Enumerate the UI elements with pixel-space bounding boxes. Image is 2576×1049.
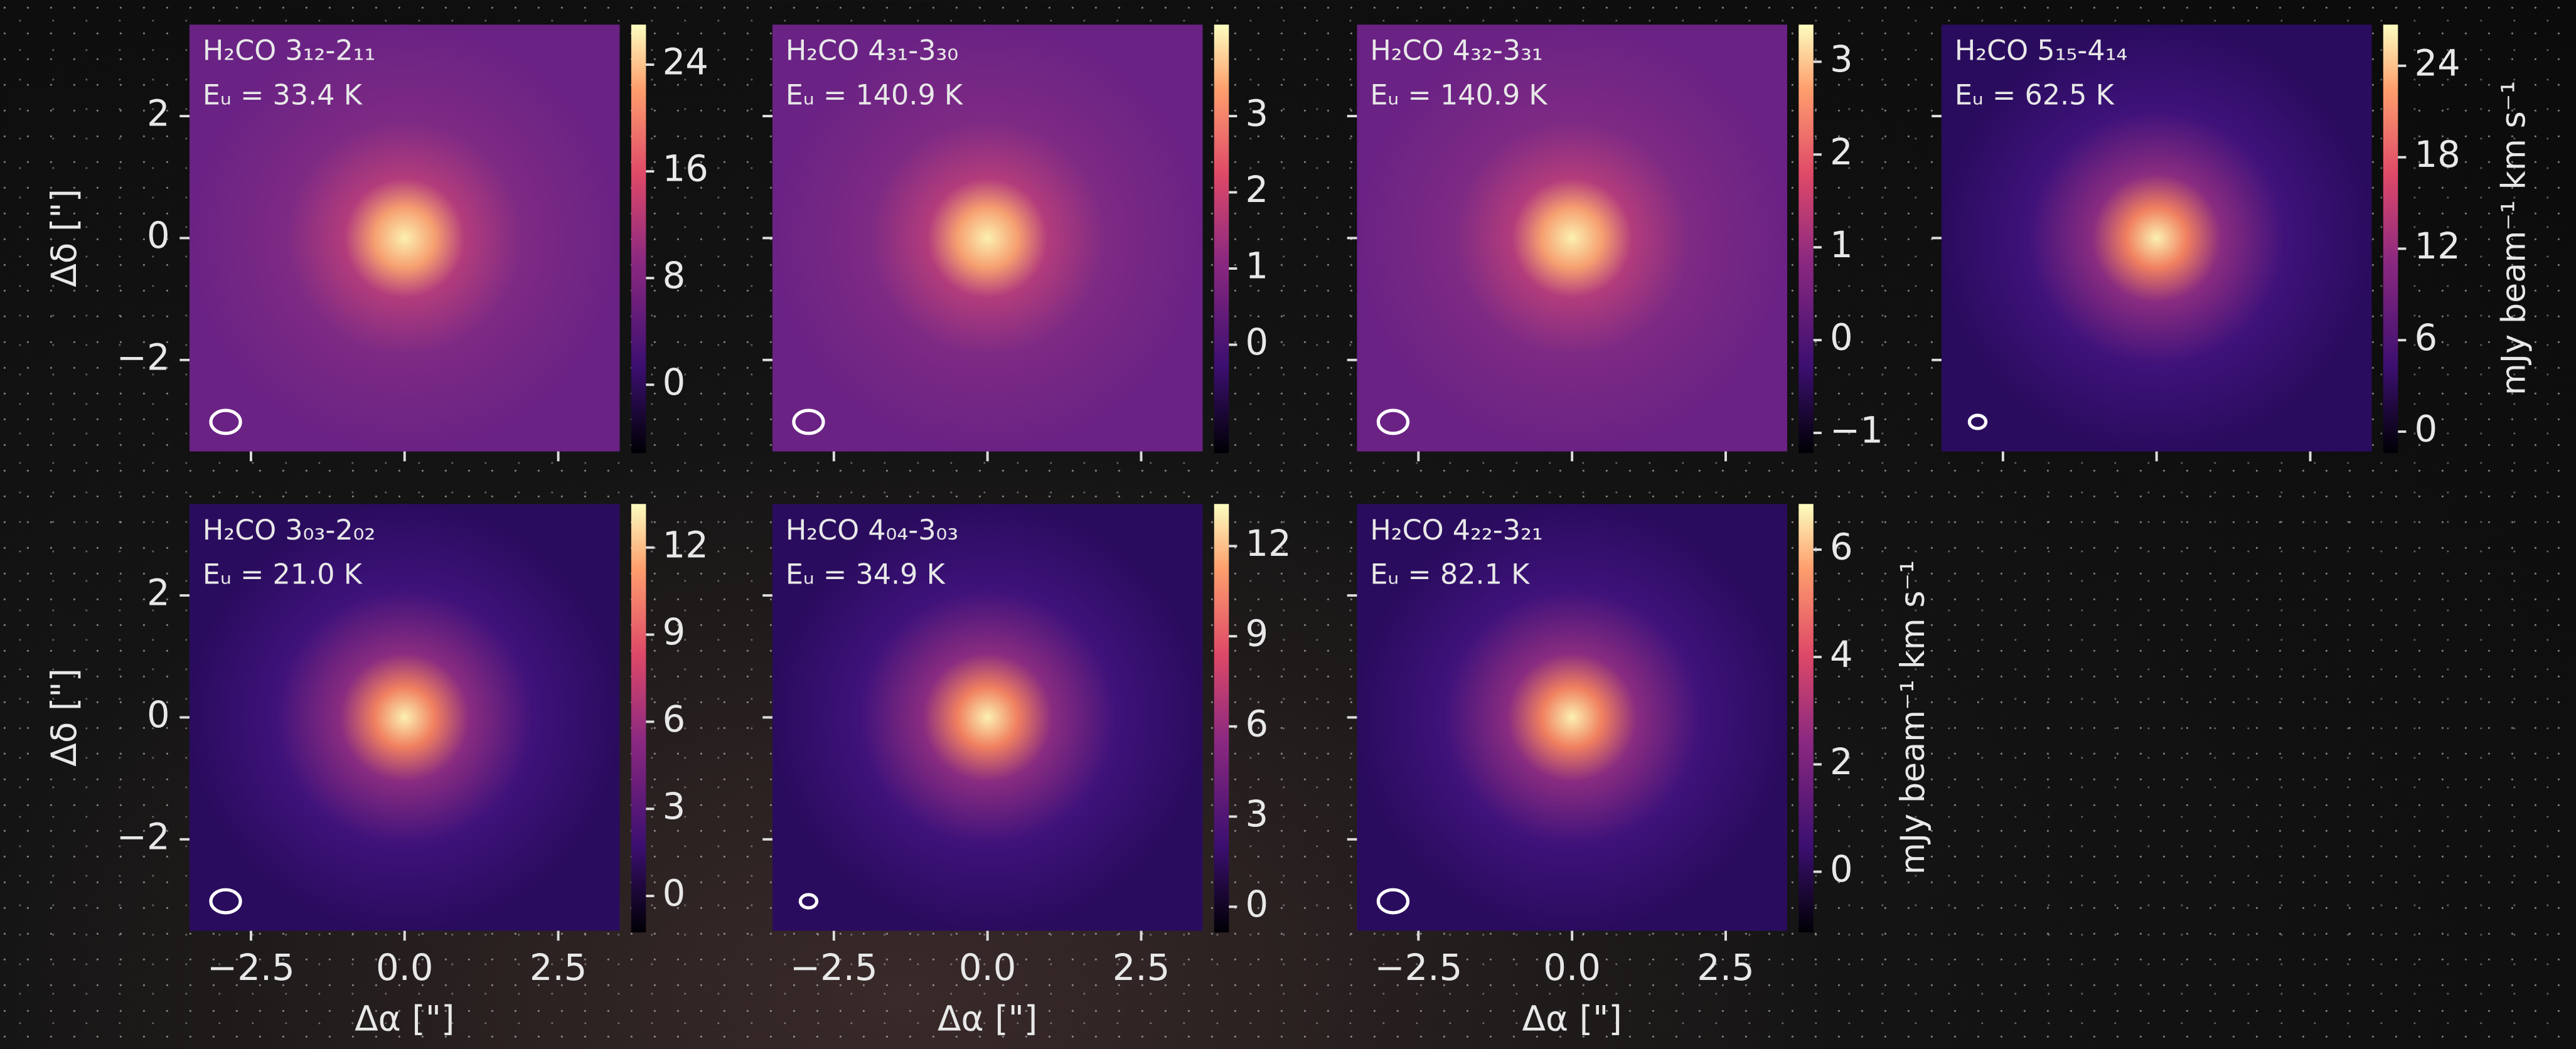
- beam: [1376, 888, 1410, 915]
- panel-title: H₂CO 4₂₂-3₂₁: [1370, 514, 1542, 546]
- panel-subtitle: Eᵤ = 21.0 K: [203, 558, 363, 590]
- beam: [209, 408, 242, 435]
- y-axis-label: Δδ ["]: [44, 668, 84, 767]
- panel-title: H₂CO 3₀₃-2₀₂: [203, 514, 375, 546]
- colorbar-tick-label: 8: [663, 255, 686, 297]
- panel-title: H₂CO 5₁₅-4₁₄: [1955, 35, 2127, 67]
- y-tick-label: 0: [147, 215, 170, 257]
- colorbar-tick-label: 0: [1245, 883, 1268, 925]
- colorbar-tick-label: 12: [663, 524, 708, 566]
- colorbar-tick-label: 24: [663, 41, 708, 83]
- x-axis-label: Δα ["]: [355, 999, 454, 1039]
- y-axis-label: Δδ ["]: [44, 189, 84, 287]
- colorbar-tick-label: 0: [2414, 408, 2437, 450]
- colorbar: [1214, 504, 1229, 933]
- panel: H₂CO 4₀₄-3₀₃ Eᵤ = 34.9 K −2.5 0.0 2.5 Δα ["] 1…: [762, 504, 1291, 1039]
- colorbar-tick-label: 3: [1245, 93, 1268, 135]
- colorbar-tick-label: 12: [2414, 225, 2460, 267]
- colorbar-label: mJy beam⁻¹ km s⁻¹: [1894, 560, 1932, 875]
- emission-blob: [772, 504, 1203, 931]
- colorbar-tick-label: 1: [1245, 245, 1268, 287]
- x-tick-label: 0.0: [376, 947, 434, 989]
- colorbar-tick-label: 2: [1245, 169, 1268, 211]
- x-tick-label: −2.5: [207, 947, 295, 989]
- x-axis-label: Δα ["]: [938, 999, 1037, 1039]
- x-tick-label: 0.0: [1543, 947, 1601, 989]
- panel: H₂CO 3₁₂-2₁₁ Eᵤ = 33.4 K −2 0 2 Δδ ["] 24 16 8 0: [44, 24, 708, 462]
- panel-subtitle: Eᵤ = 34.9 K: [786, 558, 946, 590]
- y-tick-label: −2: [117, 816, 170, 858]
- emission-blob: [190, 504, 620, 931]
- panel: H₂CO 4₃₂-3₃₁ Eᵤ = 140.9 K 3 2 1 0 −1: [1347, 24, 1883, 462]
- emission-blob: [1357, 24, 1787, 452]
- y-tick-label: 2: [147, 572, 170, 614]
- colorbar: [2383, 24, 2398, 454]
- panel-subtitle: Eᵤ = 62.5 K: [1955, 79, 2115, 111]
- y-tick-label: −2: [117, 336, 170, 378]
- x-axis-label: Δα ["]: [1522, 999, 1622, 1039]
- colorbar-tick-label: 9: [1245, 613, 1268, 655]
- colorbar-tick-label: 4: [1830, 634, 1853, 676]
- colorbar-tick-label: 0: [1830, 848, 1853, 890]
- panel-title: H₂CO 4₃₁-3₃₀: [786, 35, 958, 67]
- colorbar-tick-label: 2: [1830, 741, 1853, 783]
- x-tick-label: 0.0: [959, 947, 1017, 989]
- x-tick-label: 2.5: [530, 947, 587, 989]
- beam: [209, 888, 242, 915]
- colorbar-tick-label: 0: [1245, 321, 1268, 363]
- colorbar-tick-label: 3: [1830, 38, 1853, 80]
- colorbar: [631, 504, 646, 933]
- colorbar-label: mJy beam⁻¹ km s⁻¹: [2495, 81, 2533, 395]
- panel-title: H₂CO 4₃₂-3₃₁: [1370, 35, 1542, 67]
- colorbar-tick-label: 2: [1830, 131, 1853, 173]
- colorbar-tick-label: 18: [2414, 134, 2460, 176]
- colorbar-tick-label: 0: [663, 361, 686, 403]
- panel-subtitle: Eᵤ = 33.4 K: [203, 79, 363, 111]
- panel-title: H₂CO 4₀₄-3₀₃: [786, 514, 958, 546]
- beam: [792, 408, 825, 435]
- x-tick-label: −2.5: [790, 947, 878, 989]
- panel-title: H₂CO 3₁₂-2₁₁: [203, 35, 375, 67]
- beam: [1967, 413, 1988, 430]
- colorbar-tick-label: −1: [1830, 410, 1883, 452]
- panel: H₂CO 5₁₅-4₁₄ Eᵤ = 62.5 K 24 18 12 6 0 mJy beam⁻…: [1932, 24, 2533, 462]
- colorbar-tick-label: 0: [1830, 317, 1853, 359]
- colorbar-tick-label: 6: [663, 698, 686, 740]
- colorbar-tick-label: 1: [1830, 224, 1853, 266]
- colorbar-tick-label: 16: [663, 148, 708, 190]
- colorbar-tick-label: 3: [663, 785, 686, 828]
- panel-subtitle: Eᵤ = 140.9 K: [786, 79, 964, 111]
- y-tick-label: 0: [147, 694, 170, 736]
- panel-subtitle: Eᵤ = 82.1 K: [1370, 558, 1531, 590]
- colorbar: [1798, 504, 1814, 933]
- panel: H₂CO 4₂₂-3₂₁ Eᵤ = 82.1 K −2.5 0.0 2.5 Δα ["] 6…: [1347, 504, 1932, 1039]
- colorbar-tick-label: 6: [1830, 526, 1853, 568]
- colorbar-tick-label: 24: [2414, 42, 2460, 84]
- emission-blob: [190, 24, 620, 452]
- panel-subtitle: Eᵤ = 140.9 K: [1370, 79, 1548, 111]
- colorbar: [1798, 24, 1814, 454]
- panel: H₂CO 4₃₁-3₃₀ Eᵤ = 140.9 K 3 2 1 0: [762, 24, 1268, 462]
- emission-blob: [772, 24, 1203, 452]
- x-tick-label: 2.5: [1697, 947, 1755, 989]
- panel: H₂CO 3₀₃-2₀₂ Eᵤ = 21.0 K −2.5 0.0 2.5 −2 0 2 Δα …: [44, 504, 708, 1039]
- beam: [1376, 408, 1410, 435]
- y-tick-label: 2: [147, 93, 170, 135]
- colorbar-tick-label: 6: [2414, 317, 2437, 359]
- colorbar: [1214, 24, 1229, 454]
- x-tick-label: −2.5: [1374, 947, 1462, 989]
- colorbar: [631, 24, 646, 454]
- colorbar-tick-label: 3: [1245, 793, 1268, 835]
- emission-blob: [1357, 504, 1787, 931]
- colorbar-tick-label: 9: [663, 611, 686, 653]
- colorbar-tick-label: 0: [663, 873, 686, 915]
- x-tick-label: 2.5: [1113, 947, 1170, 989]
- beam: [798, 893, 819, 910]
- colorbar-tick-label: 12: [1245, 523, 1291, 565]
- emission-blob: [1941, 24, 2372, 452]
- colorbar-tick-label: 6: [1245, 703, 1268, 745]
